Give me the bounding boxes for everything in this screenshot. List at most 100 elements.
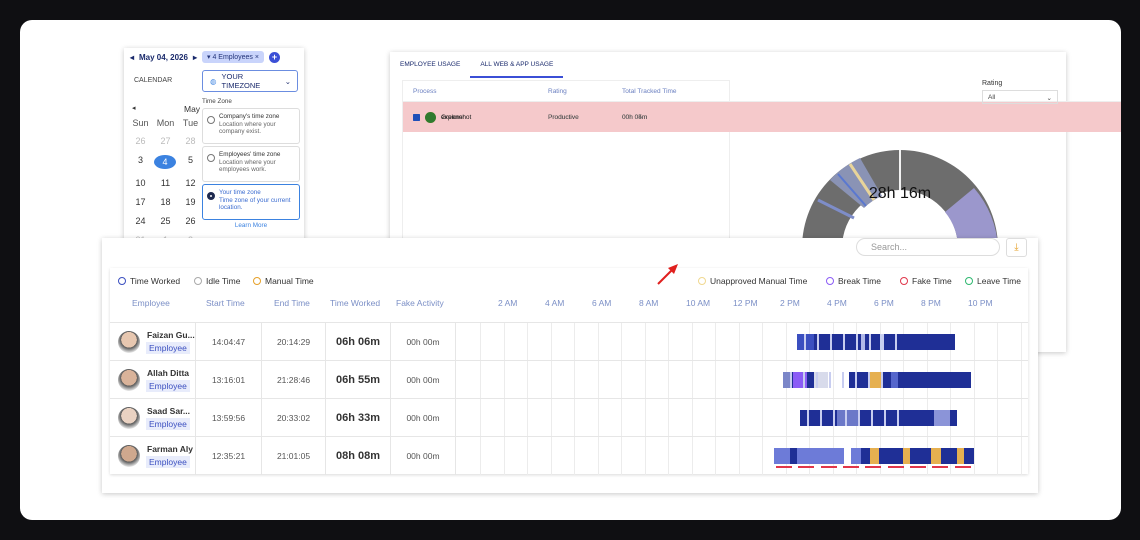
calendar-day[interactable]: 4	[154, 155, 176, 169]
grid-line	[503, 437, 505, 475]
row-worked: 08h 08m	[335, 450, 381, 462]
activity-segment[interactable]	[851, 448, 861, 464]
activity-segment[interactable]	[870, 372, 882, 388]
legend-item[interactable]: Unapproved Manual Time	[698, 276, 807, 286]
employee-row[interactable]: Farman Aly Employee 12:35:21 21:01:05 08h 08…	[110, 436, 1028, 475]
activity-segment[interactable]	[891, 372, 899, 388]
grid-line	[715, 323, 716, 361]
fake-time-marker	[887, 466, 904, 468]
legend-item[interactable]: Idle Time	[194, 276, 241, 286]
calendar-day[interactable]: 11	[160, 178, 171, 188]
calendar-day[interactable]: 27	[160, 136, 171, 146]
grid-line	[738, 323, 740, 361]
timeline-table: Time Worked Idle Time Manual Time Unapprove…	[110, 268, 1028, 475]
fake-time-marker	[932, 466, 949, 468]
employees-filter-pill[interactable]: ▾ 4 Employees ×	[201, 51, 264, 63]
search-input[interactable]: Search...	[856, 238, 1000, 256]
legend-item[interactable]: Break Time	[826, 276, 881, 286]
add-filter-button[interactable]: +	[268, 51, 280, 63]
rating-select[interactable]: All ⌄	[982, 90, 1058, 104]
employee-row[interactable]: Faizan Gu... Employee 14:04:47 20:14:29 06h …	[110, 322, 1028, 361]
legend-item[interactable]: Time Worked	[118, 276, 180, 286]
employee-row[interactable]: Allah Ditta Employee 13:16:01 21:28:46 06h 5…	[110, 360, 1028, 399]
process-row[interactable]: Greenshot Productive 00h 04m	[403, 101, 1121, 132]
calendar-day[interactable]: 17	[135, 197, 146, 207]
total-tracked-time: 28h 16m	[868, 185, 932, 202]
column-header: Fake Activity	[396, 298, 444, 308]
activity-segment[interactable]	[933, 410, 950, 426]
activity-segment[interactable]	[860, 334, 866, 350]
activity-segment[interactable]	[931, 448, 941, 464]
grid-line	[997, 323, 998, 361]
grid-line	[527, 323, 528, 361]
timezone-option[interactable]: Your time zone Time zone of your current …	[202, 184, 300, 220]
grid-line	[762, 323, 763, 361]
checkbox-icon[interactable]	[413, 113, 420, 121]
calendar-day[interactable]: 3	[137, 155, 143, 165]
download-button[interactable]: ⤓	[1006, 238, 1027, 257]
tab-employee-usage[interactable]: EMPLOYEE USAGE	[400, 61, 461, 68]
activity-segment[interactable]	[790, 448, 798, 464]
fake-time-marker	[843, 466, 860, 468]
activity-segment[interactable]	[783, 372, 791, 388]
month-prev-icon[interactable]: ◂	[132, 105, 136, 112]
next-date-icon[interactable]: ▸	[192, 52, 197, 62]
timezone-button[interactable]: ◍ YOUR TIMEZONE ⌄	[202, 70, 298, 92]
grid-line	[691, 361, 693, 399]
row-cell: 06h 33m	[326, 399, 391, 437]
grid-line	[738, 437, 740, 475]
grid-line	[1020, 361, 1022, 399]
chevron-down-icon: ⌄	[1046, 95, 1052, 102]
legend-item[interactable]: Fake Time	[900, 276, 952, 286]
employee-name[interactable]: Faizan Gu...	[147, 330, 195, 340]
hour-label: 12 PM	[733, 298, 758, 308]
row-cell: 14:04:47	[196, 323, 262, 361]
row-cell: 08h 08m	[326, 437, 391, 475]
activity-segment[interactable]	[837, 410, 859, 426]
activity-segment[interactable]	[870, 448, 880, 464]
legend-item[interactable]: Leave Time	[965, 276, 1021, 286]
legend-ring-icon	[965, 277, 973, 285]
calendar-day[interactable]: 19	[185, 197, 196, 207]
rating-label: Rating	[982, 80, 1003, 87]
hour-label: 2 AM	[498, 298, 518, 308]
calendar-day[interactable]: 28	[185, 136, 196, 146]
tab-all-web-app-usage[interactable]: ALL WEB & APP USAGE	[470, 52, 564, 78]
radio-icon	[207, 154, 215, 162]
calendar-day[interactable]: 10	[135, 178, 146, 188]
calendar-day[interactable]: 25	[160, 216, 171, 226]
activity-stripe	[816, 372, 819, 388]
employees-pill-label: 4 Employees	[212, 54, 253, 61]
date-label[interactable]: May 04, 2026	[139, 52, 188, 62]
legend-item[interactable]: Manual Time	[253, 276, 314, 286]
calendar-day[interactable]: 26	[185, 216, 196, 226]
activity-segment[interactable]	[773, 448, 845, 464]
grid-line	[738, 399, 740, 437]
learn-more-link[interactable]: Learn More	[234, 222, 268, 229]
employee-name[interactable]: Farman Aly	[147, 444, 193, 454]
employee-row[interactable]: Saad Sar... Employee 13:59:56 20:33:02 06h 3…	[110, 398, 1028, 437]
row-cell: 21:01:05	[262, 437, 326, 475]
activity-segment[interactable]	[957, 448, 965, 464]
timezone-option-title: Employees' time zone	[219, 151, 281, 158]
calendar-day[interactable]: 26	[135, 136, 146, 146]
activity-segment[interactable]	[903, 448, 911, 464]
usage-donut-chart	[802, 150, 998, 248]
donut-segment-purple	[945, 188, 998, 248]
activity-segment[interactable]	[797, 334, 955, 350]
activity-segment[interactable]	[856, 448, 974, 464]
calendar-day[interactable]: 5	[187, 155, 193, 165]
employee-name[interactable]: Saad Sar...	[147, 406, 190, 416]
timezone-option[interactable]: Company's time zone Location where your c…	[202, 108, 300, 144]
employee-role-badge: Employee	[146, 380, 190, 392]
calendar-panel: ◂ May 04, 2026 ▸ ▾ 4 Employees × + CALEN…	[124, 48, 304, 248]
grid-line	[1020, 323, 1022, 361]
calendar-day[interactable]: 18	[160, 197, 171, 207]
timezone-option[interactable]: Employees' time zone Location where your …	[202, 146, 300, 182]
calendar-day[interactable]: 12	[185, 178, 196, 188]
calendar-day[interactable]: 24	[135, 216, 146, 226]
activity-segment[interactable]	[792, 372, 807, 388]
employee-name[interactable]: Allah Ditta	[147, 368, 190, 378]
prev-date-icon[interactable]: ◂	[130, 52, 135, 62]
radio-icon	[207, 192, 215, 200]
